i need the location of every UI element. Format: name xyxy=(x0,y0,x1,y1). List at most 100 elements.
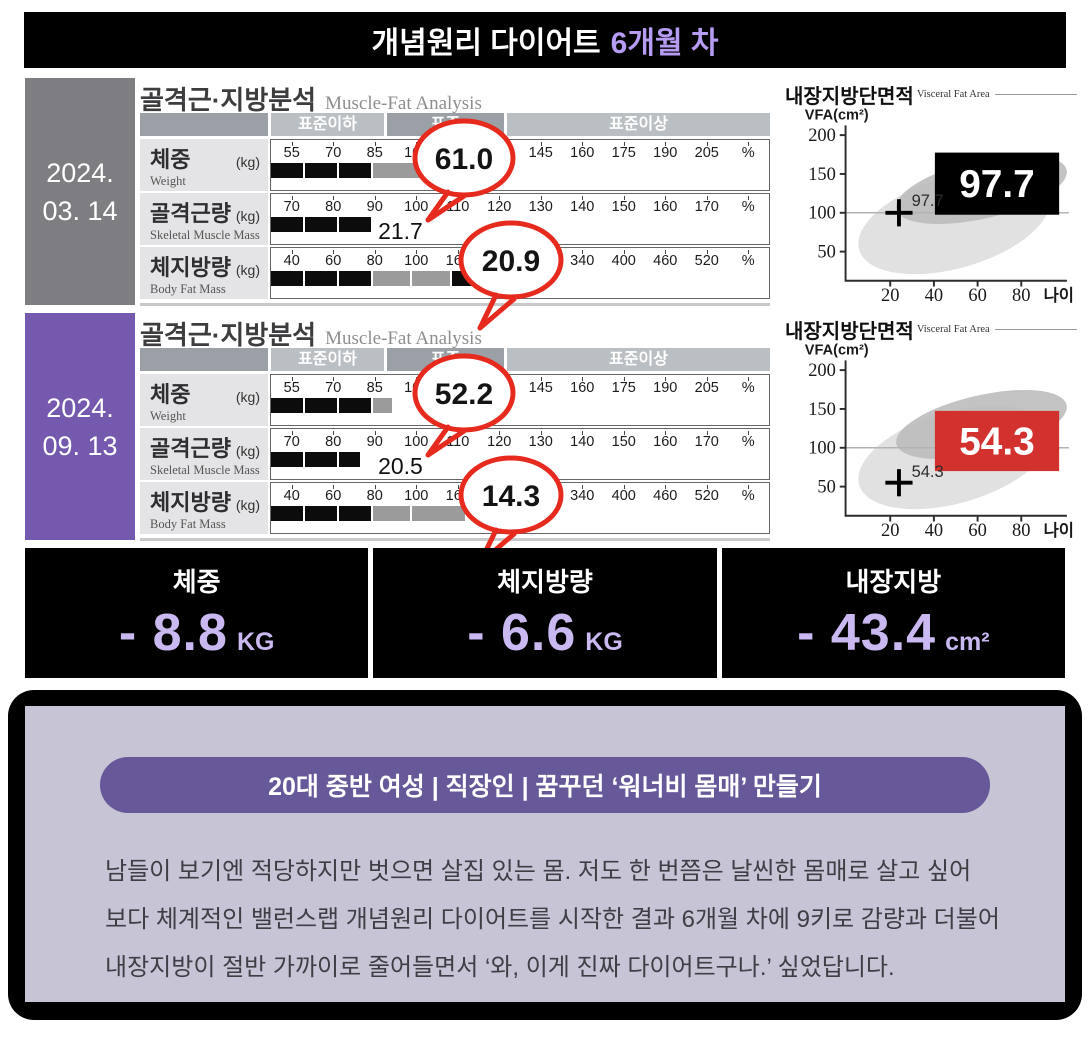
svg-text:40: 40 xyxy=(925,520,943,540)
row-label-en: Body Fat Mass xyxy=(150,517,226,531)
bar-segment xyxy=(412,506,465,521)
scale-tick: 80 xyxy=(354,485,396,504)
stat-weight: 체중 - 8.8 KG xyxy=(25,548,369,678)
scale-tick: 85 xyxy=(354,142,396,161)
title-rule xyxy=(994,93,1077,95)
header-spacer xyxy=(140,348,268,371)
scale-tick: 90 xyxy=(354,431,396,450)
row-unit: (kg) xyxy=(235,208,260,224)
scale-tick: 70 xyxy=(313,377,355,396)
bar-segment xyxy=(338,271,371,286)
scale-tick: 140 xyxy=(562,196,604,215)
stat-unit: KG xyxy=(585,628,623,656)
scale-tick: 160 xyxy=(645,196,687,215)
scale-tick: 190 xyxy=(645,377,687,396)
row-label: 체중 xyxy=(150,382,191,407)
date-badge: 2024. 09. 13 xyxy=(25,313,135,540)
scale-tick: 460 xyxy=(645,250,687,269)
vfa-scatter: VFA(cm²) 200 150 100 50 20 40 60 80 나이 9… xyxy=(805,108,1074,305)
bar-segment xyxy=(271,163,303,178)
scale-tick: % xyxy=(728,485,770,504)
bar-segment xyxy=(304,271,337,286)
testimonial-frame: 20대 중반 여성 | 직장인 | 꿈꾸던 ‘워너비 몸매’ 만들기 남들이 보… xyxy=(8,690,1082,1020)
header-below-standard: 표준이하 xyxy=(271,113,384,136)
svg-text:150: 150 xyxy=(808,164,836,184)
section-title: 골격근·지방분석 xyxy=(140,85,317,115)
row-unit: (kg) xyxy=(235,497,260,513)
scale-tick: % xyxy=(728,377,770,396)
stat-label: 체중 xyxy=(172,567,221,597)
svg-text:80: 80 xyxy=(1012,520,1030,540)
scale-tick: 145 xyxy=(520,377,562,396)
body-fat-value: 20.9 xyxy=(482,245,540,278)
row-unit: (kg) xyxy=(235,262,260,278)
date-year: 2024. xyxy=(46,157,114,188)
section-title: 골격근·지방분석 xyxy=(140,320,317,350)
result-panel-after: 2024. 09. 13 골격근·지방분석 Muscle-Fat Analysi… xyxy=(0,313,1090,566)
vfa-subtitle: Visceral Fat Area xyxy=(916,88,990,100)
scale-tick: 90 xyxy=(354,196,396,215)
vfa-value-box xyxy=(934,152,1060,215)
section-subtitle: Muscle-Fat Analysis xyxy=(325,328,482,349)
scale-tick: 80 xyxy=(313,196,355,215)
y-axis-label: VFA(cm²) xyxy=(805,108,869,124)
bar-segment xyxy=(304,452,337,467)
scale-tick: 60 xyxy=(313,485,355,504)
scale-tick: 160 xyxy=(562,142,604,161)
svg-text:200: 200 xyxy=(808,125,836,145)
row-label-en: Weight xyxy=(150,409,186,423)
svg-text:50: 50 xyxy=(817,241,835,261)
stat-unit: KG xyxy=(236,628,275,656)
date-monthday: 03. 14 xyxy=(42,195,118,226)
row-unit: (kg) xyxy=(235,389,260,405)
section-subtitle: Muscle-Fat Analysis xyxy=(325,93,482,114)
row-label: 골격근량 xyxy=(150,201,231,226)
testimonial-headline-pill: 20대 중반 여성 | 직장인 | 꿈꾸던 ‘워너비 몸매’ 만들기 xyxy=(100,757,990,813)
red-circle xyxy=(458,220,564,300)
scale-tick: 520 xyxy=(686,485,728,504)
header-spacer xyxy=(140,113,268,136)
bar-cell: 557085100115130145160175190205% xyxy=(270,374,770,426)
result-panel-before: 2024. 03. 14 골격근·지방분석 Muscle-Fat Analysi… xyxy=(0,78,1090,331)
muscle-mass-value: 21.7 xyxy=(378,218,423,244)
body-fat-value: 14.3 xyxy=(482,480,540,513)
scale-tick: 150 xyxy=(603,196,645,215)
bar-segment xyxy=(271,271,303,286)
vfa-title: 내장지방단면적 xyxy=(785,85,914,108)
muscle-fat-table: 골격근·지방분석 Muscle-Fat Analysis 표준이하 표준 표준이… xyxy=(140,315,770,566)
testimonial-line: 내장지방이 절반 가까이로 줄어들면서 ‘와, 이게 진짜 다이어트구나.’ 싶… xyxy=(105,954,895,981)
row-label: 체지방량 xyxy=(150,255,231,280)
date-monthday: 09. 13 xyxy=(42,430,118,461)
scale-tick: % xyxy=(728,196,770,215)
svg-text:20: 20 xyxy=(881,285,899,305)
svg-text:20: 20 xyxy=(881,520,899,540)
testimonial-text: 남들이 보기엔 적당하지만 벗으면 살집 있는 몸. 저도 한 번쯤은 날씬한 … xyxy=(105,848,1000,992)
vfa-subtitle: Visceral Fat Area xyxy=(916,323,990,335)
bar-segment xyxy=(271,217,303,232)
scale-tick: 55 xyxy=(271,377,313,396)
scale-tick: 205 xyxy=(686,377,728,396)
row-body-fat: 체지방량(kg) Body Fat Mass 40608010016022028… xyxy=(140,482,770,534)
bar-segment xyxy=(304,217,337,232)
x-axis-label: 나이 xyxy=(1044,521,1074,540)
bar-segment xyxy=(271,398,303,413)
scale-tick: 160 xyxy=(645,431,687,450)
scale-tick: 55 xyxy=(271,142,313,161)
vfa-title: 내장지방단면적 xyxy=(785,320,914,343)
scale-tick: 100 xyxy=(396,431,438,450)
summary-stats: 체중 - 8.8 KG 체지방량 - 6.6 KG 내장지방 - 43.4 cm… xyxy=(25,548,1065,678)
bar-segment xyxy=(372,271,411,286)
stat-value: - 8.8 xyxy=(118,604,228,662)
svg-text:60: 60 xyxy=(968,285,986,305)
testimonial-line: 남들이 보기엔 적당하지만 벗으면 살집 있는 몸. 저도 한 번쯤은 날씬한 … xyxy=(105,858,972,885)
svg-text:50: 50 xyxy=(817,476,835,496)
section-divider xyxy=(140,538,770,541)
scale-tick: 70 xyxy=(271,196,313,215)
vfa-value: 97.7 xyxy=(959,163,1035,206)
scale-tick: 190 xyxy=(645,142,687,161)
scale-tick: 140 xyxy=(562,431,604,450)
scale-tick: 205 xyxy=(686,142,728,161)
date-badge: 2024. 03. 14 xyxy=(25,78,135,305)
row-label-en: Skeletal Muscle Mass xyxy=(150,463,260,477)
bar-segment xyxy=(338,506,371,521)
